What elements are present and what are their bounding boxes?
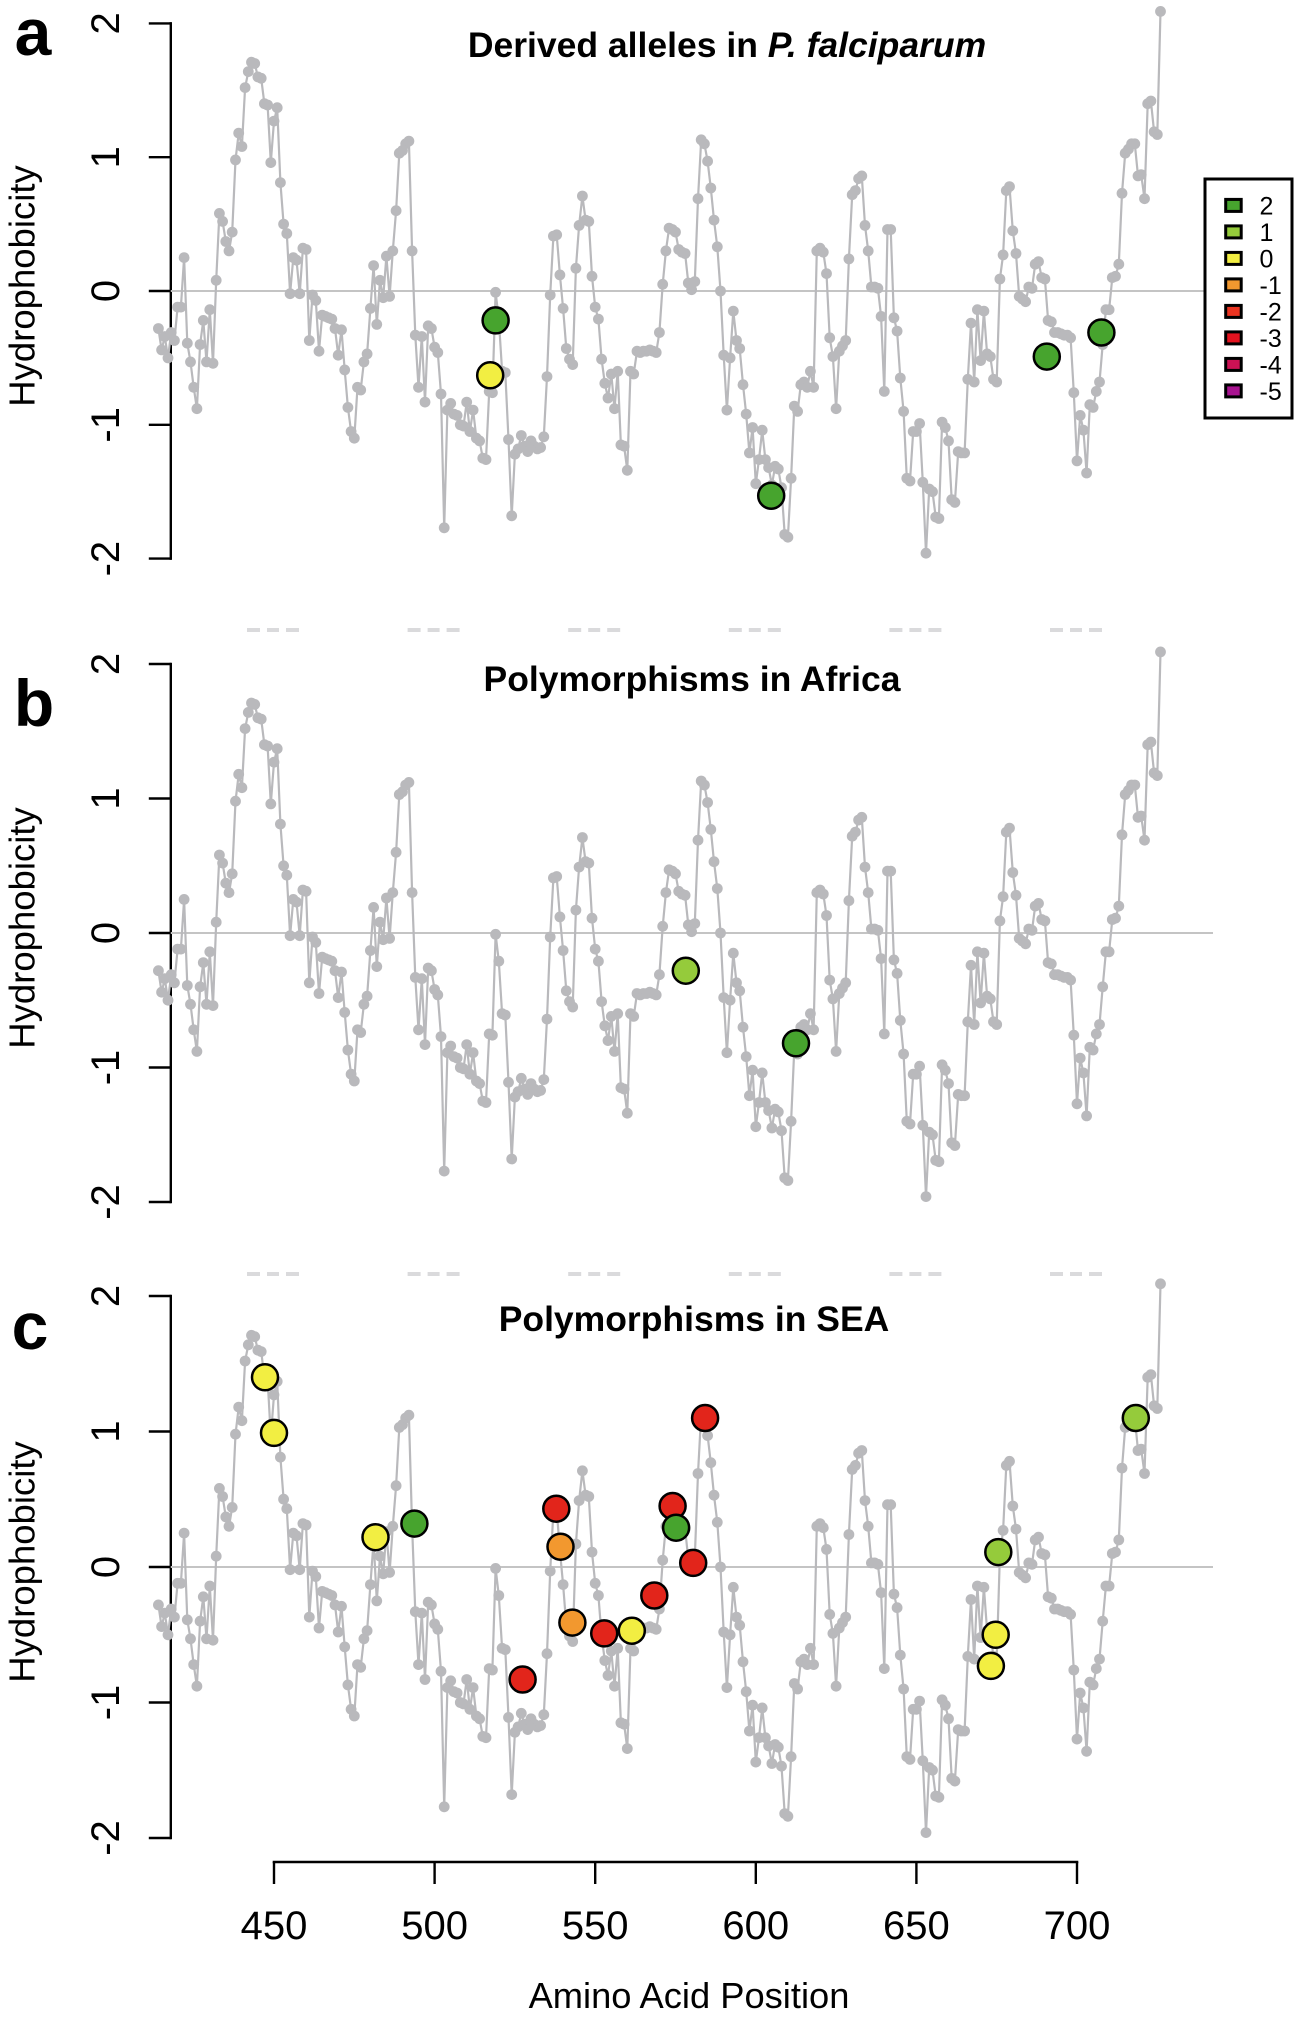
svg-text:-2: -2 bbox=[84, 1820, 128, 1856]
svg-text:Derived alleles in P. falcipar: Derived alleles in P. falciparum bbox=[468, 25, 986, 65]
svg-text:2: 2 bbox=[1260, 192, 1274, 220]
svg-text:-1: -1 bbox=[84, 1685, 128, 1721]
svg-text:700: 700 bbox=[1044, 1904, 1111, 1948]
svg-text:-1: -1 bbox=[84, 1050, 128, 1086]
svg-text:-1: -1 bbox=[84, 407, 128, 443]
svg-text:0: 0 bbox=[84, 1556, 128, 1578]
svg-text:Amino Acid Position: Amino Acid Position bbox=[529, 1975, 850, 2016]
svg-text:Hydrophobicity: Hydrophobicity bbox=[2, 807, 43, 1049]
svg-text:600: 600 bbox=[722, 1904, 789, 1948]
svg-text:450: 450 bbox=[241, 1904, 308, 1948]
svg-text:550: 550 bbox=[562, 1904, 629, 1948]
svg-text:a: a bbox=[15, 0, 53, 69]
svg-text:Hydrophobicity: Hydrophobicity bbox=[2, 165, 43, 407]
svg-text:0: 0 bbox=[1260, 245, 1274, 273]
svg-text:650: 650 bbox=[883, 1904, 950, 1948]
svg-text:-2: -2 bbox=[84, 541, 128, 577]
svg-text:1: 1 bbox=[84, 1420, 128, 1442]
svg-text:-2: -2 bbox=[1260, 298, 1282, 326]
svg-text:-4: -4 bbox=[1260, 351, 1282, 379]
svg-text:-2: -2 bbox=[84, 1184, 128, 1220]
svg-text:-1: -1 bbox=[1260, 272, 1282, 300]
svg-text:2: 2 bbox=[84, 653, 128, 675]
svg-text:2: 2 bbox=[84, 1285, 128, 1307]
svg-text:b: b bbox=[14, 666, 54, 740]
svg-text:0: 0 bbox=[84, 280, 128, 302]
svg-text:-5: -5 bbox=[1260, 378, 1282, 406]
svg-text:Polymorphisms in Africa: Polymorphisms in Africa bbox=[484, 659, 901, 699]
svg-text:1: 1 bbox=[84, 146, 128, 168]
svg-text:0: 0 bbox=[84, 922, 128, 944]
svg-text:c: c bbox=[12, 1289, 49, 1363]
svg-text:-3: -3 bbox=[1260, 325, 1282, 353]
svg-text:2: 2 bbox=[84, 12, 128, 34]
svg-text:1: 1 bbox=[84, 787, 128, 809]
svg-text:Polymorphisms in SEA: Polymorphisms in SEA bbox=[499, 1299, 890, 1339]
svg-text:500: 500 bbox=[401, 1904, 468, 1948]
svg-text:Hydrophobicity: Hydrophobicity bbox=[2, 1441, 43, 1683]
svg-text:1: 1 bbox=[1260, 219, 1274, 247]
